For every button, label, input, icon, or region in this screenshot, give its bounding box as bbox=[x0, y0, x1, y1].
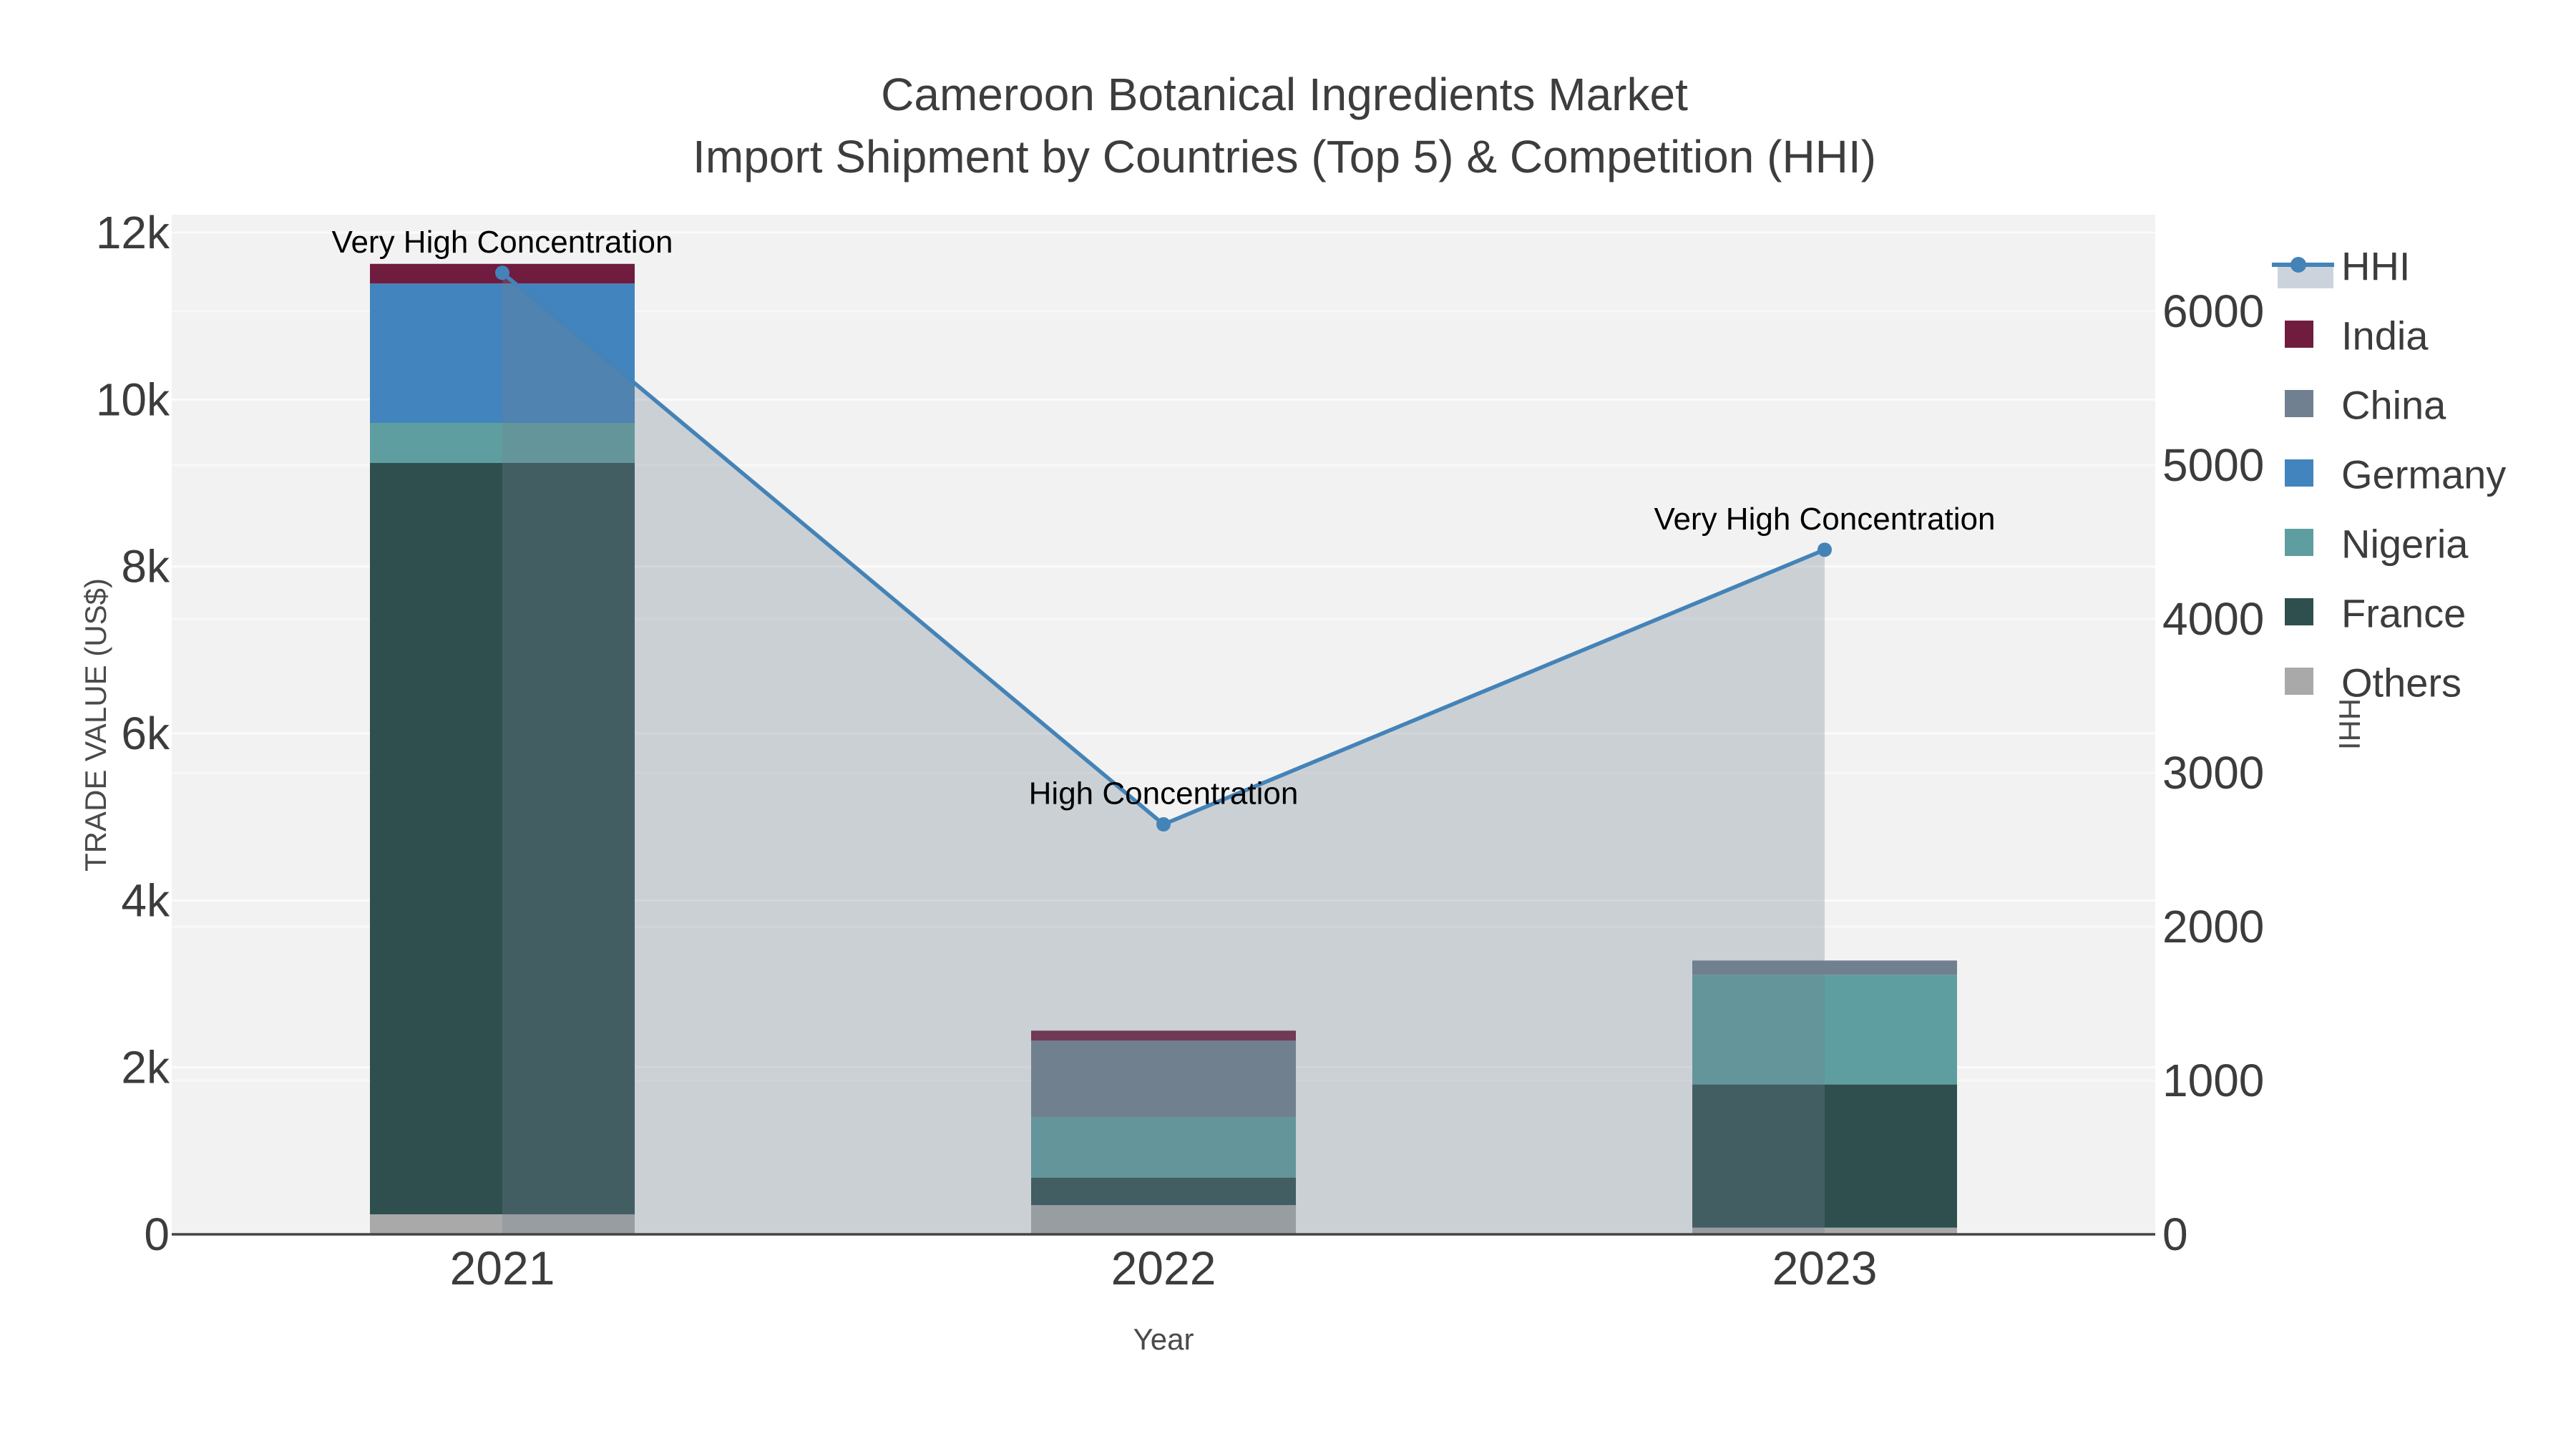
chart-subtitle: Import Shipment by Countries (Top 5) & C… bbox=[693, 131, 1876, 182]
bar-segment-france-2022[interactable] bbox=[1031, 1177, 1296, 1206]
legend-item-hhi[interactable]: HHI bbox=[2272, 244, 2410, 289]
y-right-tick-3000: 3000 bbox=[2162, 747, 2264, 799]
legend-swatch-others bbox=[2285, 668, 2313, 695]
y-left-tick-8k: 8k bbox=[121, 541, 170, 592]
legend-swatch-china bbox=[2285, 390, 2313, 417]
bar-segment-france-2023[interactable] bbox=[1692, 1084, 1957, 1228]
y-right-tick-5000: 5000 bbox=[2162, 439, 2264, 491]
bar-segment-china-2022[interactable] bbox=[1031, 1040, 1296, 1118]
y-left-tick-2k: 2k bbox=[121, 1042, 170, 1093]
annotation-2022: High Concentration bbox=[1029, 776, 1299, 811]
legend-item-others[interactable]: Others bbox=[2285, 660, 2462, 706]
x-axis-title: Year bbox=[1133, 1322, 1194, 1356]
bar-segment-nigeria-2021[interactable] bbox=[370, 423, 635, 463]
legend-hhi-fill-sample bbox=[2278, 264, 2333, 288]
hhi-marker-2022[interactable] bbox=[1156, 817, 1171, 832]
annotation-2021: Very High Concentration bbox=[332, 225, 673, 260]
legend-item-france[interactable]: France bbox=[2285, 591, 2466, 636]
bar-segment-france-2021[interactable] bbox=[370, 463, 635, 1214]
bar-segment-india-2022[interactable] bbox=[1031, 1030, 1296, 1041]
y-axis-title-left: TRADE VALUE (US$) bbox=[79, 578, 112, 872]
legend-label-france: France bbox=[2341, 591, 2466, 636]
hhi-marker-2021[interactable] bbox=[495, 265, 509, 280]
legend-item-germany[interactable]: Germany bbox=[2285, 452, 2506, 497]
y-right-tick-6000: 6000 bbox=[2162, 286, 2264, 337]
y-left-tick-0: 0 bbox=[144, 1209, 170, 1260]
bar-segment-china-2023[interactable] bbox=[1692, 960, 1957, 975]
legend-label-germany: Germany bbox=[2341, 452, 2506, 497]
bar-segment-others-2021[interactable] bbox=[370, 1214, 635, 1234]
legend-swatch-germany bbox=[2285, 459, 2313, 487]
bar-segment-nigeria-2022[interactable] bbox=[1031, 1117, 1296, 1178]
y-left-tick-6k: 6k bbox=[121, 708, 170, 759]
hhi-marker-2023[interactable] bbox=[1818, 542, 1832, 557]
legend-item-china[interactable]: China bbox=[2285, 383, 2446, 428]
legend-swatch-india bbox=[2285, 321, 2313, 348]
legend-label-nigeria: Nigeria bbox=[2341, 522, 2469, 567]
y-axis-title-right: HHI bbox=[2333, 698, 2366, 751]
y-right-tick-4000: 4000 bbox=[2162, 593, 2264, 645]
legend-label-others: Others bbox=[2341, 660, 2462, 706]
bar-segment-others-2023[interactable] bbox=[1692, 1227, 1957, 1234]
annotation-2023: Very High Concentration bbox=[1654, 502, 1996, 537]
legend-label-china: China bbox=[2341, 383, 2446, 428]
x-tick-2021: 2021 bbox=[450, 1241, 555, 1294]
legend-swatch-nigeria bbox=[2285, 529, 2313, 556]
y-left-tick-4k: 4k bbox=[121, 874, 170, 926]
legend-label-india: India bbox=[2341, 313, 2429, 358]
bar-segment-germany-2021[interactable] bbox=[370, 283, 635, 423]
hhi-area-fill bbox=[502, 273, 1825, 1234]
bar-segment-others-2022[interactable] bbox=[1031, 1205, 1296, 1234]
bar-segment-nigeria-2023[interactable] bbox=[1692, 975, 1957, 1085]
chart-title: Cameroon Botanical Ingredients Market bbox=[881, 69, 1688, 120]
x-tick-2023: 2023 bbox=[1772, 1241, 1878, 1294]
y-right-tick-1000: 1000 bbox=[2162, 1055, 2264, 1106]
y-left-tick-12k: 12k bbox=[96, 207, 170, 258]
legend-item-nigeria[interactable]: Nigeria bbox=[2285, 522, 2469, 567]
legend-item-india[interactable]: India bbox=[2285, 313, 2429, 358]
legend-hhi-marker-sample bbox=[2290, 257, 2306, 273]
x-tick-2022: 2022 bbox=[1111, 1241, 1216, 1294]
y-right-tick-0: 0 bbox=[2162, 1209, 2188, 1260]
legend-swatch-france bbox=[2285, 598, 2313, 625]
y-left-tick-10k: 10k bbox=[96, 374, 170, 425]
legend-label-hhi: HHI bbox=[2341, 244, 2410, 289]
y-right-tick-2000: 2000 bbox=[2162, 901, 2264, 952]
